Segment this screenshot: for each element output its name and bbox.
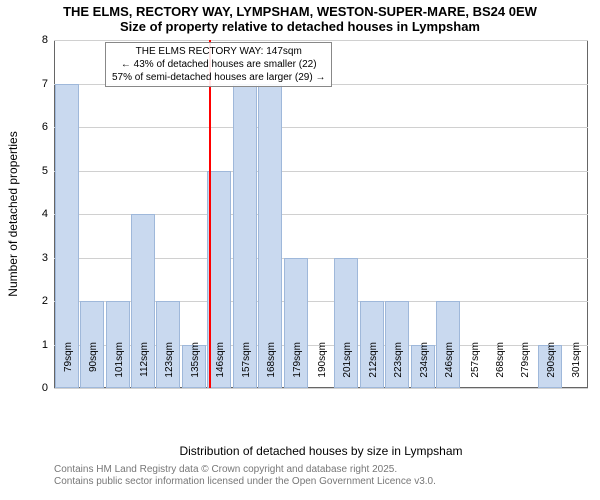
y-tick-label: 7 — [42, 78, 54, 90]
x-tick-label: 168sqm — [266, 342, 277, 392]
y-tick-label: 1 — [42, 339, 54, 351]
annotation-line1: THE ELMS RECTORY WAY: 147sqm — [112, 45, 325, 58]
chart-title-line2: Size of property relative to detached ho… — [0, 19, 600, 34]
x-tick-label: 257sqm — [470, 342, 481, 392]
x-tick-label: 112sqm — [139, 342, 150, 392]
x-tick-label: 123sqm — [164, 342, 175, 392]
x-tick-label: 90sqm — [88, 342, 99, 392]
annotation-line2: ← 43% of detached houses are smaller (22… — [112, 58, 325, 71]
footer-line1: Contains HM Land Registry data © Crown c… — [54, 464, 436, 476]
x-tick-label: 190sqm — [317, 342, 328, 392]
x-tick-label: 79sqm — [63, 342, 74, 392]
annotation-line3: 57% of semi-detached houses are larger (… — [112, 71, 325, 84]
x-tick-label: 223sqm — [393, 342, 404, 392]
y-tick-label: 6 — [42, 121, 54, 133]
plot-area: 01234567879sqm90sqm101sqm112sqm123sqm135… — [54, 40, 588, 388]
y-axis-label: Number of detached properties — [6, 131, 20, 296]
x-tick-label: 146sqm — [215, 342, 226, 392]
y-tick-label: 4 — [42, 208, 54, 220]
chart-title-line1: THE ELMS, RECTORY WAY, LYMPSHAM, WESTON-… — [0, 4, 600, 19]
x-tick-label: 101sqm — [114, 342, 125, 392]
y-tick-label: 8 — [42, 34, 54, 46]
grid-line — [54, 40, 588, 41]
x-tick-label: 135sqm — [190, 342, 201, 392]
x-tick-label: 301sqm — [571, 342, 582, 392]
y-tick-label: 0 — [42, 382, 54, 394]
x-tick-label: 234sqm — [419, 342, 430, 392]
annotation-box: THE ELMS RECTORY WAY: 147sqm ← 43% of de… — [105, 42, 332, 87]
x-tick-label: 157sqm — [241, 342, 252, 392]
x-tick-label: 279sqm — [520, 342, 531, 392]
x-tick-label: 212sqm — [368, 342, 379, 392]
chart-footer: Contains HM Land Registry data © Crown c… — [54, 464, 436, 488]
footer-line2: Contains public sector information licen… — [54, 476, 436, 488]
grid-line — [54, 127, 588, 128]
reference-line — [209, 40, 211, 388]
x-tick-label: 246sqm — [444, 342, 455, 392]
y-tick-label: 2 — [42, 295, 54, 307]
property-size-chart: THE ELMS, RECTORY WAY, LYMPSHAM, WESTON-… — [0, 0, 600, 500]
x-tick-label: 290sqm — [546, 342, 557, 392]
y-tick-label: 5 — [42, 165, 54, 177]
x-axis-label: Distribution of detached houses by size … — [54, 444, 588, 458]
y-tick-label: 3 — [42, 252, 54, 264]
x-tick-label: 179sqm — [292, 342, 303, 392]
grid-line — [54, 171, 588, 172]
x-tick-label: 201sqm — [342, 342, 353, 392]
x-tick-label: 268sqm — [495, 342, 506, 392]
